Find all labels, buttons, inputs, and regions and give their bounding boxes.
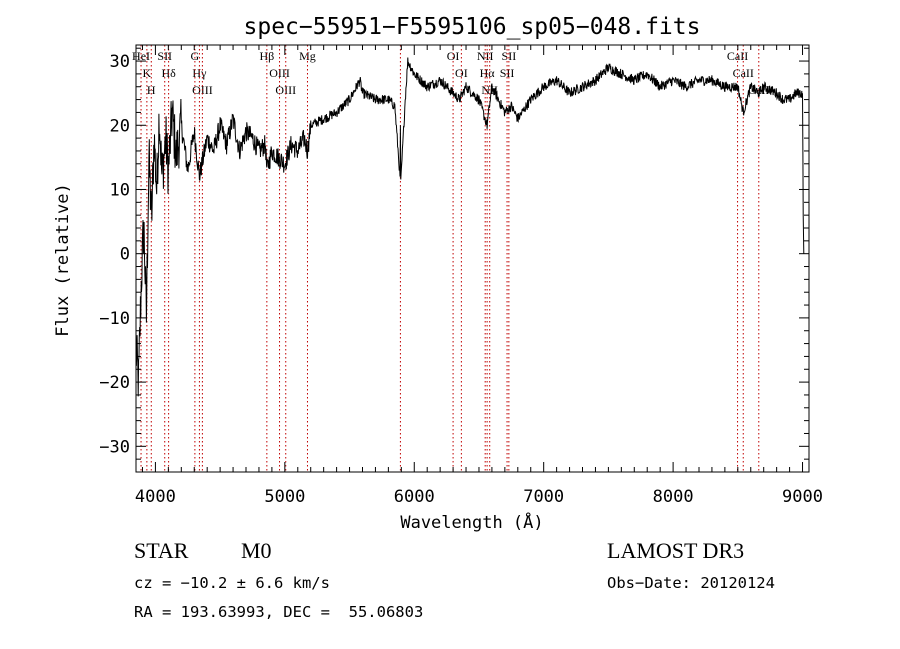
spectral-line-label: G — [191, 49, 200, 63]
object-class: STAR — [134, 538, 189, 563]
x-tick-label: 6000 — [394, 487, 435, 507]
x-tick-label: 8000 — [653, 487, 694, 507]
survey-name: LAMOST DR3 — [607, 538, 745, 563]
y-tick-label: −10 — [99, 309, 130, 329]
redshift-velocity: cz = −10.2 ± 6.6 km/s — [134, 574, 330, 592]
x-tick-label: 9000 — [782, 487, 823, 507]
spectral-line-label: NII — [477, 49, 494, 63]
x-tick-label: 4000 — [135, 487, 176, 507]
y-tick-label: −30 — [99, 437, 130, 457]
spectral-line-label: HeI — [132, 49, 150, 63]
spectral-line-label: OI — [447, 49, 460, 63]
y-tick-label: 0 — [120, 245, 130, 265]
x-tick-label: 7000 — [523, 487, 564, 507]
object-subclass: M0 — [241, 538, 272, 563]
x-axis-label: Wavelength (Å) — [400, 511, 543, 533]
coordinates: RA = 193.63993, DEC = 55.06803 — [134, 603, 424, 621]
spectral-line-label: Mg — [299, 49, 316, 63]
x-tick-label: 5000 — [264, 487, 305, 507]
series-layer — [135, 57, 805, 397]
flux-series-line — [135, 57, 805, 397]
line-marker-layer — [140, 45, 760, 472]
spectral-line-label: SII — [157, 49, 172, 63]
spectral-line-label: SII — [502, 49, 517, 63]
plot-frame — [135, 44, 810, 473]
y-axis-label: Flux (relative) — [53, 183, 73, 337]
y-tick-label: −20 — [99, 373, 130, 393]
y-tick-label: 20 — [110, 116, 130, 136]
observation-date: Obs−Date: 20120124 — [607, 574, 775, 592]
spectral-line-label: Hβ — [259, 49, 274, 63]
chart-title: spec−55951−F5595106_sp05−048.fits — [244, 14, 701, 40]
y-tick-label: 30 — [110, 52, 130, 72]
y-tick-label: 10 — [110, 180, 130, 200]
axis-layer: 4000 5000 6000 7000 8000 9000 −30 −20 −10 0 10 20 30 — [99, 45, 823, 507]
spectral-line-label: CaII — [727, 49, 748, 63]
